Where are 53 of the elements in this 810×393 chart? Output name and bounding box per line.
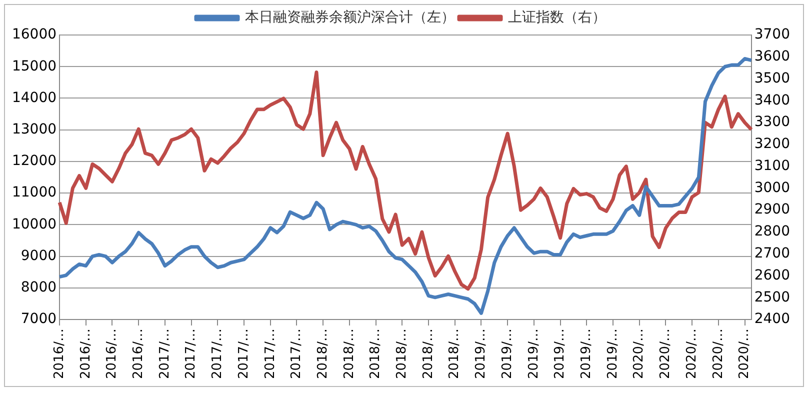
y2-tick-label: 2900 <box>754 202 790 218</box>
y-tick-label: 9000 <box>20 248 57 264</box>
x-tick-label: 2019/… <box>474 328 489 380</box>
x-tick-label: 2020/… <box>658 328 674 380</box>
y2-tick-label: 3200 <box>754 136 790 152</box>
y2-tick-label: 3700 <box>754 26 790 43</box>
x-tick-label: 2020/… <box>684 328 700 380</box>
y-tick-label: 13000 <box>12 121 57 138</box>
x-tick-label: 2019/… <box>552 328 568 380</box>
x-tick-label: 2018/… <box>394 328 410 380</box>
x-tick-label: 2018/… <box>368 328 384 380</box>
x-tick-label: 2017/… <box>236 328 252 380</box>
y-tick-label: 14000 <box>12 90 57 106</box>
legend-label: 上证指数（右） <box>508 10 606 26</box>
x-tick-label: 2017/… <box>184 328 199 380</box>
x-tick-label: 2020/… <box>710 328 726 380</box>
y2-tick-label: 3400 <box>754 92 790 108</box>
x-tick-label: 2019/… <box>526 328 542 380</box>
x-tick-label: 2016/… <box>130 328 146 380</box>
y2-tick-label: 2600 <box>754 267 790 284</box>
y2-tick-label: 3300 <box>754 114 790 130</box>
y2-tick-label: 3500 <box>754 70 790 86</box>
y-tick-label: 15000 <box>12 58 57 74</box>
x-tick-label: 2016/… <box>104 328 120 380</box>
y2-tick-label: 2700 <box>754 246 790 262</box>
x-tick-label: 2019/… <box>579 328 594 380</box>
x-tick-label: 2020/… <box>632 328 647 380</box>
x-tick-label: 2018/… <box>420 328 436 380</box>
y-tick-label: 12000 <box>12 153 57 170</box>
y2-tick-label: 3600 <box>754 48 790 65</box>
x-tick-label: 2017/… <box>210 328 226 380</box>
y2-tick-label: 3000 <box>754 180 790 196</box>
y2-tick-label: 2800 <box>754 224 790 240</box>
y-tick-label: 11000 <box>12 184 57 201</box>
y2-tick-label: 3100 <box>754 158 790 174</box>
x-tick-label: 2016/… <box>52 328 67 380</box>
x-tick-label: 2016/… <box>78 328 94 380</box>
x-tick-label: 2017/… <box>262 328 278 380</box>
y2-tick-label: 2400 <box>754 311 790 328</box>
y-tick-label: 7000 <box>20 311 57 328</box>
x-tick-label: 2020/… <box>737 328 752 380</box>
y2-tick-label: 2500 <box>754 289 790 306</box>
y-tick-label: 8000 <box>20 280 57 296</box>
y-tick-label: 16000 <box>12 26 57 43</box>
x-tick-label: 2018/… <box>342 328 357 380</box>
x-tick-label: 2019/… <box>500 328 515 380</box>
x-tick-label: 2017/… <box>157 328 172 380</box>
x-tick-label: 2018/… <box>315 328 330 380</box>
x-tick-label: 2019/… <box>605 328 620 380</box>
x-tick-label: 2018/… <box>447 328 462 380</box>
x-tick-label: 2017/… <box>289 328 304 380</box>
legend-label: 本日融资融券余额沪深合计（左） <box>245 10 455 26</box>
y-tick-label: 10000 <box>12 216 57 232</box>
